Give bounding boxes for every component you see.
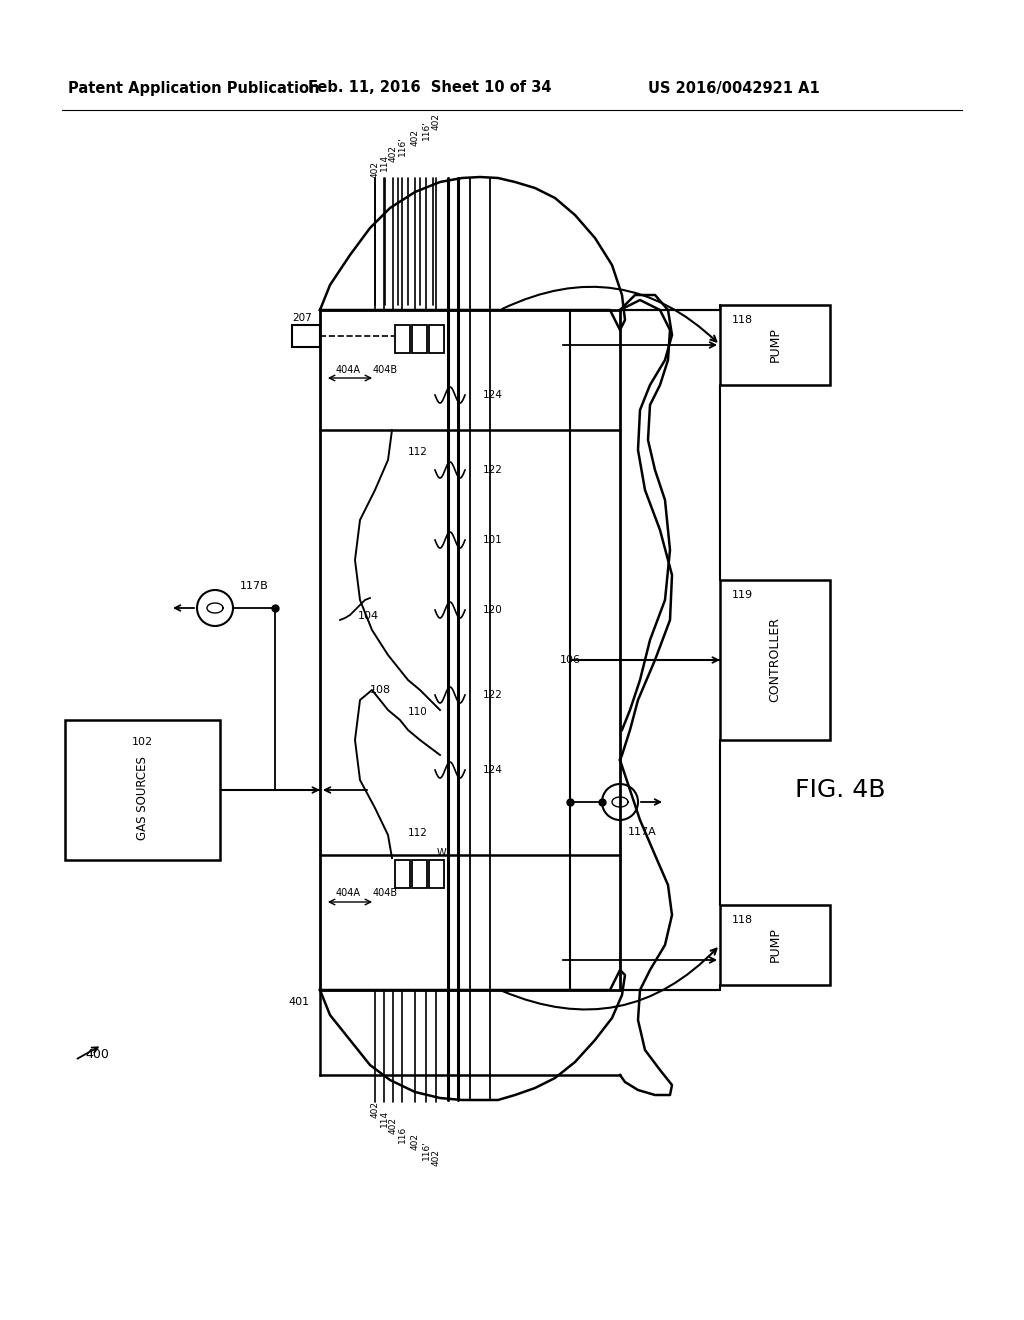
Bar [720,579,830,741]
Text: PUMP: PUMP [768,928,781,962]
Text: 102: 102 [132,737,153,747]
Text: 119: 119 [731,590,753,601]
Text: 110: 110 [408,708,428,717]
Text: 104: 104 [358,611,379,620]
Text: 404B: 404B [373,366,397,375]
Text: 118: 118 [731,315,753,325]
Text: 400: 400 [85,1048,109,1061]
Text: GAS SOURCES: GAS SOURCES [136,756,150,840]
Text: FIG. 4B: FIG. 4B [795,777,886,803]
Text: 404A: 404A [336,888,360,898]
Text: 117A: 117A [628,828,656,837]
Text: 207: 207 [292,313,311,323]
Bar [429,861,444,888]
Bar [292,325,319,347]
Bar [412,861,427,888]
Text: W1: W1 [437,847,453,858]
Text: PUMP: PUMP [768,327,781,363]
Bar [720,305,830,385]
Text: Patent Application Publication: Patent Application Publication [68,81,319,95]
Text: Feb. 11, 2016  Sheet 10 of 34: Feb. 11, 2016 Sheet 10 of 34 [308,81,552,95]
Text: 112: 112 [408,447,428,457]
Bar [65,719,220,861]
Text: 101: 101 [483,535,503,545]
Text: 116: 116 [397,1126,407,1143]
Text: 401: 401 [289,997,310,1007]
Text: 114: 114 [380,1109,388,1126]
Text: CONTROLLER: CONTROLLER [768,618,781,702]
Text: 118: 118 [731,915,753,925]
Text: 120: 120 [483,605,503,615]
Text: 116': 116' [422,1140,430,1160]
Bar [412,325,427,352]
Text: 402: 402 [431,114,440,131]
Text: 108: 108 [370,685,391,696]
Text: 404A: 404A [336,366,360,375]
Text: 112: 112 [408,828,428,838]
Text: US 2016/0042921 A1: US 2016/0042921 A1 [648,81,820,95]
Text: 402: 402 [371,1101,380,1118]
Text: 402: 402 [388,145,397,162]
Text: 114: 114 [380,153,388,170]
Bar [395,325,410,352]
Text: 116': 116' [397,136,407,156]
Text: 124: 124 [483,389,503,400]
Bar [720,906,830,985]
Text: 402: 402 [371,161,380,178]
Text: 402: 402 [411,129,420,147]
Text: 124: 124 [483,766,503,775]
Bar [395,861,410,888]
Text: 116': 116' [422,120,430,140]
Text: 117B: 117B [240,581,268,591]
Text: 402: 402 [431,1150,440,1167]
Text: 402: 402 [388,1118,397,1134]
Text: 404B: 404B [373,888,397,898]
Text: 402: 402 [411,1134,420,1151]
Bar [429,325,444,352]
Text: 106: 106 [560,655,581,665]
Text: 122: 122 [483,690,503,700]
Text: 122: 122 [483,465,503,475]
